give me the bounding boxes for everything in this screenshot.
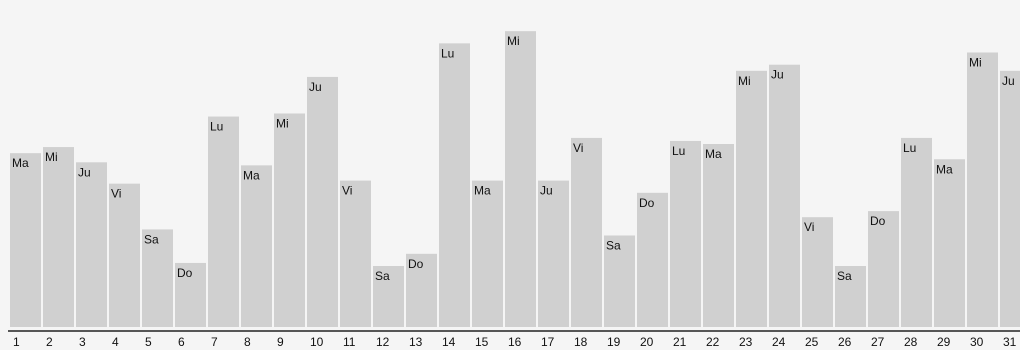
x-tick-17: 17	[541, 335, 555, 349]
x-tick-4: 4	[112, 335, 119, 349]
bar-label-17: Ju	[540, 184, 553, 198]
bar-7	[208, 116, 239, 327]
bar-label-6: Do	[177, 266, 193, 280]
bar-14	[439, 43, 470, 327]
x-tick-14: 14	[442, 335, 456, 349]
bar-label-11: Vi	[342, 184, 352, 198]
bar-label-26: Sa	[837, 269, 852, 283]
bar-label-30: Mi	[969, 56, 982, 70]
x-tick-26: 26	[838, 335, 852, 349]
bar-19	[604, 235, 635, 327]
x-tick-6: 6	[178, 335, 185, 349]
bar-10	[307, 76, 338, 328]
bar-22	[703, 144, 734, 327]
bar-13	[406, 253, 437, 327]
x-tick-10: 10	[310, 335, 324, 349]
bar-4	[109, 183, 140, 327]
x-tick-30: 30	[970, 335, 984, 349]
x-tick-12: 12	[376, 335, 390, 349]
x-tick-9: 9	[277, 335, 284, 349]
x-tick-22: 22	[706, 335, 720, 349]
bar-label-25: Vi	[804, 220, 814, 234]
bar-18	[571, 137, 602, 327]
bar-label-13: Do	[408, 257, 424, 271]
bar-label-28: Lu	[903, 141, 916, 155]
bar-label-23: Mi	[738, 74, 751, 88]
bar-1	[10, 153, 41, 327]
x-tick-18: 18	[574, 335, 588, 349]
bar-2	[43, 147, 74, 327]
bar-label-21: Lu	[672, 144, 685, 158]
bar-16	[505, 31, 536, 328]
bar-label-12: Sa	[375, 269, 390, 283]
bar-31	[1000, 70, 1020, 328]
bar-25	[802, 217, 833, 327]
bar-label-24: Ju	[771, 68, 784, 82]
bar-24	[769, 64, 800, 327]
bar-label-19: Sa	[606, 239, 621, 253]
x-tick-1: 1	[13, 335, 20, 349]
x-tick-20: 20	[640, 335, 654, 349]
bar-27	[868, 211, 899, 327]
bar-label-16: Mi	[507, 34, 520, 48]
bar-20	[637, 192, 668, 327]
bar-label-8: Ma	[243, 168, 260, 182]
bar-label-31: Ju	[1002, 74, 1015, 88]
bar-label-20: Do	[639, 196, 655, 210]
bar-21	[670, 140, 701, 327]
day-labels-group: Ma Mi Ju Vi Sa Do Lu Ma Mi Ju Vi Sa Do Lu Ma Mi Ju Vi Sa Do…	[12, 34, 1015, 283]
x-tick-25: 25	[805, 335, 819, 349]
bar-11	[340, 180, 371, 327]
x-tick-31: 31	[1003, 335, 1017, 349]
bar-label-27: Do	[870, 214, 886, 228]
bar-26	[835, 266, 866, 327]
x-tick-13: 13	[409, 335, 423, 349]
bar-28	[901, 137, 932, 327]
x-tick-8: 8	[244, 335, 251, 349]
x-tick-29: 29	[937, 335, 951, 349]
bar-label-2: Mi	[45, 150, 58, 164]
bar-5	[142, 229, 173, 327]
x-tick-2: 2	[46, 335, 53, 349]
x-tick-21: 21	[673, 335, 687, 349]
bar-23	[736, 70, 767, 328]
bar-label-7: Lu	[210, 120, 223, 134]
bar-12	[373, 266, 404, 327]
bar-label-29: Ma	[936, 162, 953, 176]
x-tick-24: 24	[772, 335, 786, 349]
x-tick-11: 11	[343, 335, 356, 349]
x-tick-27: 27	[871, 335, 885, 349]
bar-29	[934, 159, 965, 327]
bar-6	[175, 262, 206, 327]
x-tick-16: 16	[508, 335, 522, 349]
x-tick-15: 15	[475, 335, 489, 349]
bar-label-14: Lu	[441, 46, 454, 60]
x-tick-3: 3	[79, 335, 86, 349]
x-tick-labels-group: 1 2 3 4 5 6 7 8 9 10 11 12 13 14 15 16 17 18 19 20 21 22 23 24 2…	[13, 335, 1017, 349]
x-tick-7: 7	[211, 335, 218, 349]
bar-8	[241, 165, 272, 327]
bar-30	[967, 52, 998, 327]
bar-label-15: Ma	[474, 184, 491, 198]
bar-9	[274, 113, 305, 327]
bar-label-18: Vi	[573, 141, 583, 155]
x-tick-28: 28	[904, 335, 918, 349]
bars-group	[10, 31, 1020, 328]
bar-label-10: Ju	[309, 80, 322, 94]
bar-17	[538, 180, 569, 327]
bar-label-5: Sa	[144, 232, 159, 246]
bar-3	[76, 162, 107, 327]
x-tick-23: 23	[739, 335, 753, 349]
x-tick-19: 19	[607, 335, 621, 349]
bar-label-4: Vi	[111, 187, 121, 201]
bar-label-22: Ma	[705, 147, 722, 161]
x-tick-5: 5	[145, 335, 152, 349]
bar-label-1: Ma	[12, 156, 29, 170]
bar-15	[472, 180, 503, 327]
bar-label-9: Mi	[276, 117, 289, 131]
bar-label-3: Ju	[78, 165, 91, 179]
